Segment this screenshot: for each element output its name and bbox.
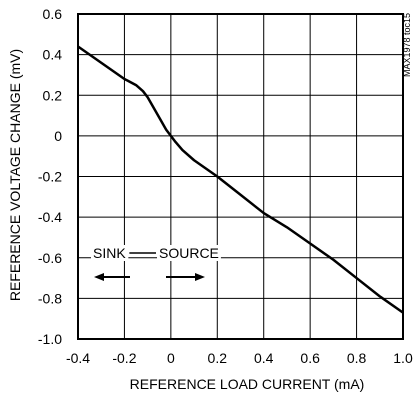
x-tick-labels: -0.4 -0.2 0 0.2 0.4 0.6 0.8 1.0 (66, 350, 413, 366)
series-layer (77, 45, 404, 314)
x-tick-label: -0.2 (112, 350, 136, 366)
series-line (77, 45, 404, 314)
y-tick-label: -0.2 (38, 169, 62, 185)
annotation-layer: SINK SOURCE (91, 245, 221, 281)
x-tick-label: 0.6 (300, 350, 320, 366)
y-tick-label: -1.0 (38, 331, 62, 347)
x-tick-label: 1.0 (393, 350, 413, 366)
grid (78, 14, 403, 339)
x-tick-label: 0 (167, 350, 175, 366)
y-tick-labels: 0.6 0.4 0.2 0 -0.2 -0.4 -0.6 -0.8 -1.0 (38, 6, 62, 347)
x-axis-label: REFERENCE LOAD CURRENT (mA) (130, 376, 365, 392)
x-tick-label: -0.4 (66, 350, 90, 366)
y-tick-label: -0.8 (38, 290, 62, 306)
x-tick-label: 0.8 (347, 350, 367, 366)
y-tick-label: -0.6 (38, 250, 62, 266)
y-axis-label: REFERENCE VOLTAGE CHANGE (mV) (7, 49, 23, 301)
sink-arrowhead (94, 273, 104, 281)
x-tick-label: 0.4 (254, 350, 274, 366)
plot-frame (77, 13, 404, 340)
y-tick-label: 0.4 (43, 47, 63, 63)
sink-label: SINK (93, 245, 126, 261)
y-tick-label: 0 (54, 128, 62, 144)
source-label: SOURCE (159, 245, 219, 261)
x-tick-label: 0.2 (208, 350, 228, 366)
annotation-label-background (91, 245, 129, 261)
plot-border (77, 13, 404, 340)
y-tick-label: 0.2 (43, 87, 63, 103)
y-tick-label: -0.4 (38, 209, 62, 225)
y-tick-label: 0.6 (43, 6, 63, 22)
source-arrowhead (195, 273, 205, 281)
annotation-label-background (157, 245, 221, 261)
figure-code: MAX1978 toc15 (402, 13, 412, 77)
